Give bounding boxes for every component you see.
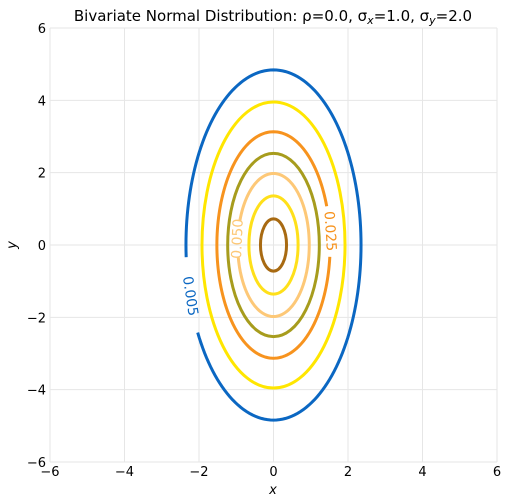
y-axis-label: y (5, 241, 20, 250)
contour-line (226, 151, 321, 339)
contour-line (258, 217, 289, 273)
y-tick-label: 6 (38, 22, 46, 37)
y-tick-label: −2 (27, 311, 46, 326)
contour-line (184, 68, 363, 422)
contour-line (236, 171, 311, 319)
contour-line (200, 100, 347, 390)
contour-line (215, 130, 332, 360)
y-tick-label: −4 (27, 384, 46, 399)
chart-title: Bivariate Normal Distribution: ρ=0.0, σx… (74, 7, 472, 27)
contour-label: 0.005 (179, 275, 201, 317)
grid (49, 27, 498, 463)
y-tick-label: 2 (38, 167, 46, 182)
x-tick-label: 2 (344, 465, 352, 480)
x-tick-label: −6 (40, 465, 59, 480)
x-tick-label: 4 (418, 465, 426, 480)
contour-line (247, 194, 300, 296)
x-tick-label: 0 (269, 465, 277, 480)
x-axis-ticks: −6 −4 −2 0 2 4 6 (40, 465, 501, 480)
y-tick-label: −6 (27, 456, 46, 471)
contour-label: 0.050 (229, 218, 247, 259)
y-tick-label: 4 (38, 94, 46, 109)
contours: 0.005 0.025 0.050 (179, 68, 363, 422)
y-tick-label: 0 (38, 239, 46, 254)
x-axis-label: x (268, 483, 277, 498)
x-tick-label: −4 (115, 465, 134, 480)
x-tick-label: −2 (189, 465, 208, 480)
contour-label: 0.025 (320, 211, 338, 252)
x-tick-label: 6 (493, 465, 501, 480)
y-axis-ticks: −6 −4 −2 0 2 4 6 (27, 22, 46, 471)
